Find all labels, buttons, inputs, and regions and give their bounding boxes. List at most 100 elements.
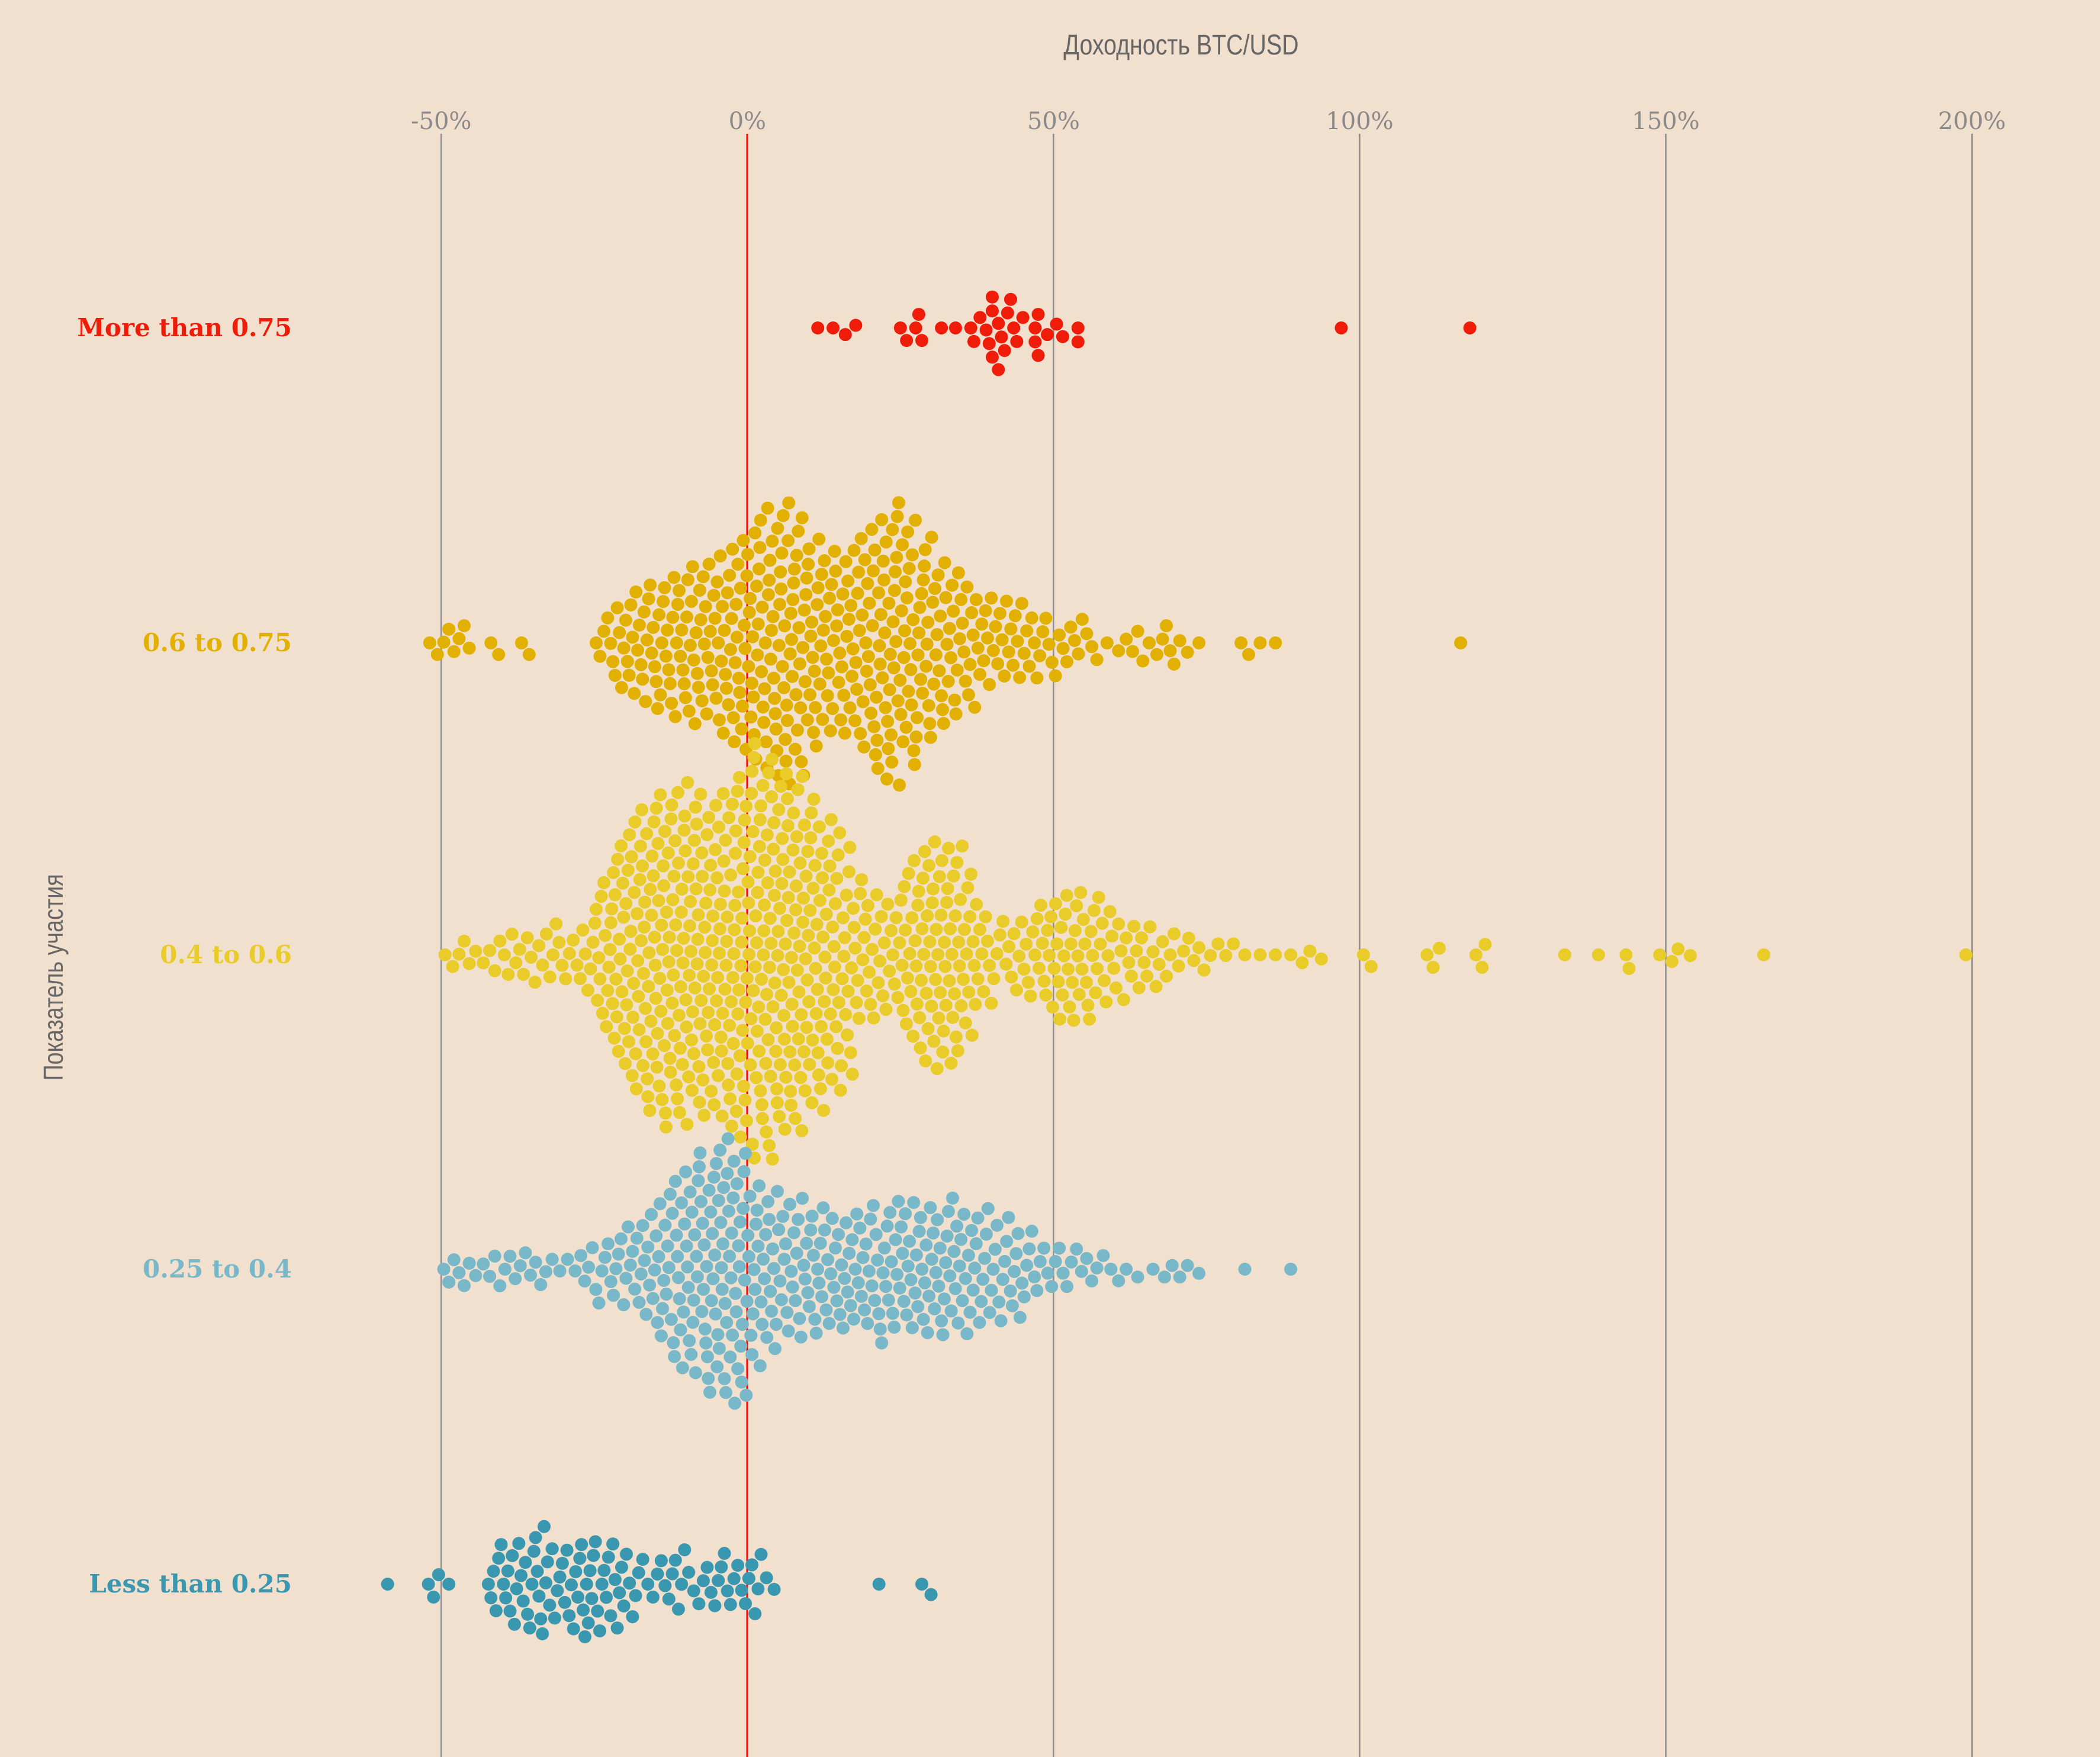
data-point [527, 1544, 541, 1558]
data-point [933, 1241, 947, 1255]
data-point [668, 710, 682, 723]
data-point [1364, 960, 1378, 973]
data-point [869, 1228, 883, 1241]
data-point [849, 318, 863, 332]
data-point [930, 923, 943, 937]
data-point [810, 918, 824, 931]
data-point [963, 658, 977, 671]
data-point [926, 882, 940, 896]
data-point [809, 739, 823, 753]
data-point [991, 657, 1005, 671]
data-point [632, 990, 645, 1003]
data-point [811, 581, 825, 594]
data-point [895, 604, 908, 617]
data-point [752, 839, 766, 853]
data-point [442, 622, 456, 636]
data-point [728, 923, 741, 937]
data-point [828, 1241, 842, 1255]
data-point [778, 1122, 792, 1136]
data-point [721, 910, 734, 924]
data-point [842, 1247, 856, 1260]
data-point [747, 984, 760, 997]
data-point [836, 1321, 850, 1335]
data-point [777, 1253, 791, 1266]
data-point [913, 601, 927, 614]
data-point [628, 687, 641, 700]
data-point [916, 1312, 930, 1326]
data-point [793, 939, 806, 953]
data-point [626, 630, 639, 644]
data-point [633, 873, 647, 886]
data-point [895, 958, 909, 972]
data-point [658, 1218, 672, 1232]
data-point [658, 1579, 672, 1592]
data-point [1030, 912, 1044, 925]
data-point [721, 1167, 734, 1180]
data-point [859, 1237, 873, 1251]
data-point [713, 897, 727, 911]
data-point [850, 996, 863, 1009]
data-point [726, 971, 739, 984]
data-point [828, 545, 841, 558]
data-point [963, 1305, 977, 1319]
data-point [622, 1035, 635, 1048]
data-point [690, 1270, 704, 1283]
data-point [760, 1125, 773, 1139]
data-point [764, 1285, 777, 1298]
data-point [795, 1008, 808, 1021]
data-point [1173, 1270, 1186, 1284]
data-point [488, 964, 501, 977]
data-point [813, 1237, 827, 1250]
data-point [1063, 1000, 1076, 1014]
data-point [1136, 654, 1150, 668]
data-point [665, 1567, 679, 1581]
data-point [845, 961, 858, 975]
data-point [944, 1057, 958, 1070]
data-point [689, 1366, 702, 1379]
data-point [835, 1059, 848, 1073]
data-point [990, 1218, 1004, 1232]
data-point [844, 1299, 857, 1312]
data-point [703, 1385, 717, 1399]
data-point [777, 1032, 791, 1046]
data-point [973, 311, 987, 324]
data-point [784, 607, 797, 620]
data-point [525, 950, 538, 964]
data-point [786, 1019, 799, 1033]
data-point [965, 1028, 979, 1042]
data-point [712, 713, 726, 727]
data-point [857, 931, 871, 944]
data-point [805, 615, 819, 629]
data-point [1092, 890, 1105, 904]
data-point [1017, 646, 1031, 660]
data-point [686, 560, 699, 574]
data-point [545, 1253, 559, 1266]
data-point [680, 610, 693, 624]
data-point [875, 1336, 889, 1350]
data-point [708, 1599, 722, 1613]
data-point [674, 1323, 687, 1337]
data-point [899, 1207, 912, 1221]
data-point [774, 1293, 788, 1307]
data-point [798, 1272, 812, 1286]
data-point [716, 1006, 729, 1020]
data-point [1137, 955, 1151, 969]
data-point [587, 1549, 600, 1562]
data-point [735, 935, 748, 949]
data-point [1089, 986, 1102, 1000]
x-tick-label: -50% [411, 108, 471, 135]
data-point [1094, 937, 1107, 951]
data-point [1131, 1270, 1144, 1284]
data-point [801, 1286, 815, 1299]
data-point [706, 909, 720, 923]
data-point [834, 713, 848, 727]
data-point [751, 1240, 765, 1253]
data-point [667, 870, 681, 883]
data-point [899, 575, 912, 588]
data-point [853, 624, 866, 638]
data-point [721, 1057, 735, 1070]
data-point [726, 711, 740, 725]
data-point [560, 1543, 574, 1557]
data-point [517, 967, 530, 981]
data-point [787, 562, 801, 576]
